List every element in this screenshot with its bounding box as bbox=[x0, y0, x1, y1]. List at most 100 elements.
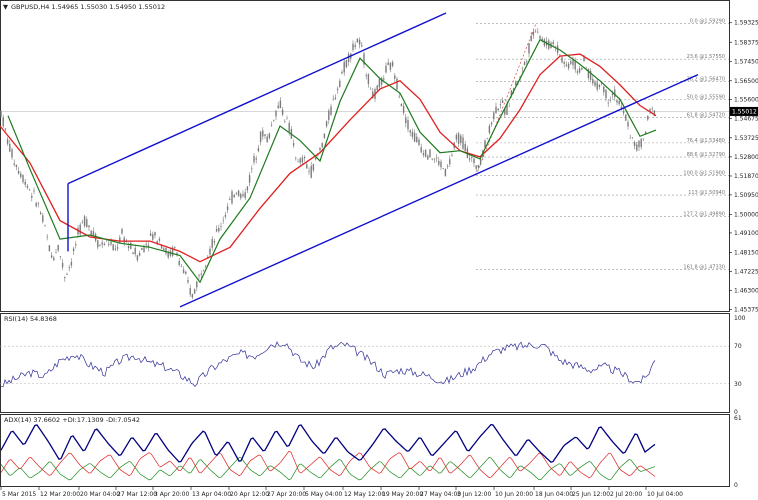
price-candle bbox=[398, 96, 400, 98]
price-candle bbox=[68, 266, 70, 268]
price-candle bbox=[176, 252, 178, 256]
price-candle bbox=[600, 83, 603, 84]
price-candle bbox=[416, 136, 418, 143]
price-candle bbox=[143, 247, 145, 253]
price-candle bbox=[334, 97, 337, 100]
price-candle bbox=[229, 199, 231, 200]
price-series bbox=[0, 28, 657, 300]
price-candle bbox=[625, 114, 627, 121]
price-candle bbox=[651, 108, 653, 110]
price-candle bbox=[167, 252, 169, 258]
price-candle bbox=[603, 86, 605, 93]
price-candle bbox=[521, 68, 524, 69]
price-candle bbox=[303, 156, 306, 159]
price-candle bbox=[46, 236, 48, 238]
price-candle bbox=[468, 158, 471, 160]
price-candle bbox=[380, 77, 383, 85]
fib-label: 161.8 @1.47330 bbox=[683, 264, 725, 270]
price-candle bbox=[325, 121, 328, 127]
price-candle bbox=[138, 252, 141, 256]
price-candle bbox=[231, 191, 233, 204]
price-candle bbox=[479, 158, 482, 165]
price-candle bbox=[253, 156, 255, 163]
price-candle bbox=[20, 173, 22, 178]
price-candle bbox=[622, 110, 625, 114]
price-candle bbox=[499, 104, 502, 105]
price-candle bbox=[490, 122, 493, 125]
price-candle bbox=[332, 98, 334, 100]
price-candle bbox=[488, 125, 491, 133]
time-tick-label: 27 Mar 12:00 bbox=[117, 491, 157, 498]
fib-label: 88.6 @1.52790 bbox=[687, 152, 725, 158]
price-candle bbox=[378, 79, 381, 88]
price-candle bbox=[321, 143, 323, 148]
price-candle bbox=[418, 139, 420, 145]
di-plus-line bbox=[0, 457, 656, 481]
price-candle bbox=[39, 212, 42, 215]
price-candle bbox=[363, 53, 365, 65]
price-candle bbox=[462, 137, 464, 149]
price-tick-label: 1.45375 bbox=[734, 306, 758, 313]
price-candle bbox=[365, 75, 367, 77]
fib-label: 0.0 @1.59290 bbox=[690, 18, 725, 24]
price-candle bbox=[532, 31, 535, 36]
time-tick-label: 12 May 12:00 bbox=[344, 491, 385, 498]
price-candle bbox=[132, 252, 134, 255]
price-candle bbox=[339, 80, 341, 87]
price-candle bbox=[88, 225, 90, 228]
price-candle bbox=[565, 64, 568, 66]
price-candle bbox=[493, 112, 495, 120]
price-candle bbox=[631, 137, 634, 139]
time-tick-label: 18 Jun 04:00 bbox=[535, 491, 573, 498]
price-candle bbox=[59, 255, 62, 257]
time-tick-label: 3 Apr 20:00 bbox=[154, 491, 189, 498]
channel-lower-line bbox=[179, 74, 699, 308]
price-candle bbox=[0, 111, 2, 117]
price-candle bbox=[559, 54, 561, 56]
price-candle bbox=[70, 261, 73, 266]
price-candle bbox=[407, 120, 409, 130]
price-candle bbox=[409, 130, 411, 133]
price-candle bbox=[583, 57, 585, 62]
price-candle bbox=[497, 108, 499, 111]
fib-label: 113 @1.50940 bbox=[688, 190, 725, 196]
price-candle bbox=[541, 38, 543, 40]
price-candle bbox=[64, 276, 66, 279]
fib-label: 100.0 @1.51900 bbox=[683, 170, 725, 176]
price-candle bbox=[53, 257, 55, 261]
price-candle bbox=[275, 110, 277, 117]
price-tick-label: 1.59325 bbox=[734, 20, 758, 27]
price-candle bbox=[61, 262, 64, 268]
price-candle bbox=[66, 273, 68, 275]
price-candle bbox=[79, 224, 81, 235]
time-tick-label: 12 Mar 20:00 bbox=[40, 491, 80, 498]
price-candle bbox=[578, 68, 581, 73]
price-candle bbox=[530, 35, 532, 42]
price-candle bbox=[235, 193, 238, 194]
price-candle bbox=[644, 131, 647, 135]
price-candle bbox=[369, 88, 372, 90]
price-candle bbox=[633, 142, 636, 147]
price-candle bbox=[189, 288, 191, 295]
price-candle bbox=[224, 214, 227, 217]
price-candle bbox=[90, 230, 92, 235]
price-candle bbox=[449, 159, 451, 165]
time-tick-label: 13 Apr 04:00 bbox=[192, 491, 231, 498]
price-tick-label: 1.49100 bbox=[734, 230, 758, 237]
price-candle bbox=[28, 189, 31, 191]
rsi-series bbox=[0, 341, 729, 388]
price-candle bbox=[640, 138, 642, 148]
time-tick-label: 19 May 20:00 bbox=[382, 491, 423, 498]
chart-title-arrow-icon: ▼ bbox=[3, 3, 8, 11]
rsi-line bbox=[0, 341, 656, 388]
price-candle bbox=[629, 137, 631, 139]
price-candle bbox=[24, 181, 26, 185]
price-candle bbox=[295, 157, 297, 159]
price-candle bbox=[270, 124, 273, 126]
price-candle bbox=[475, 165, 477, 169]
price-candle bbox=[255, 158, 257, 160]
price-candle bbox=[200, 273, 202, 275]
price-candle bbox=[99, 245, 101, 247]
price-candle bbox=[277, 105, 279, 109]
